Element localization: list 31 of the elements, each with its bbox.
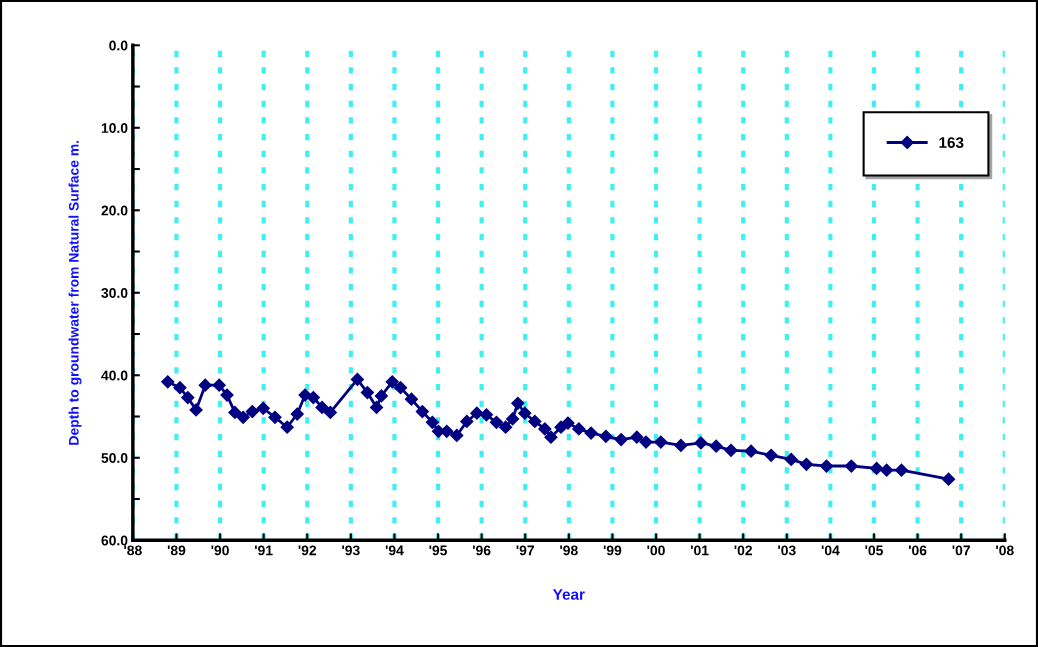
- y-tick-label: 20.0: [101, 205, 128, 216]
- x-tick-label: '08: [996, 545, 1014, 556]
- x-tick-label: '97: [516, 545, 534, 556]
- x-tick-label: '99: [603, 545, 622, 556]
- x-tick-label: '96: [473, 545, 491, 556]
- x-tick-label: '92: [298, 545, 317, 556]
- y-tick-label: 0.0: [109, 40, 128, 51]
- x-tick-label: '88: [124, 545, 142, 556]
- y-tick-label: 40.0: [101, 370, 128, 381]
- x-tick-label: '00: [647, 545, 665, 556]
- legend-label: 163: [939, 137, 964, 149]
- y-axis-title: Depth to groundwater from Natural Surface m.: [68, 140, 82, 445]
- x-tick-label: '98: [560, 545, 578, 556]
- x-tick-label: '90: [211, 545, 229, 556]
- x-axis-title: Year: [552, 589, 585, 600]
- x-tick-label: '89: [167, 545, 186, 556]
- x-tick-label: '05: [865, 545, 883, 556]
- x-tick-label: '91: [255, 545, 273, 556]
- x-tick-label: '95: [429, 545, 448, 556]
- x-tick-label: '01: [690, 545, 709, 556]
- x-tick-label: '04: [821, 545, 840, 556]
- y-tick-label: 60.0: [101, 535, 128, 546]
- x-tick-label: '02: [734, 545, 753, 556]
- x-tick-label: '03: [778, 545, 796, 556]
- y-tick-label: 10.0: [101, 123, 128, 133]
- x-tick-label: '06: [908, 545, 927, 556]
- x-tick-label: '93: [342, 545, 360, 556]
- y-tick-label: 30.0: [101, 288, 128, 298]
- x-tick-label: '07: [952, 545, 970, 556]
- y-tick-label: 50.0: [101, 453, 128, 463]
- x-tick-label: '94: [385, 545, 404, 556]
